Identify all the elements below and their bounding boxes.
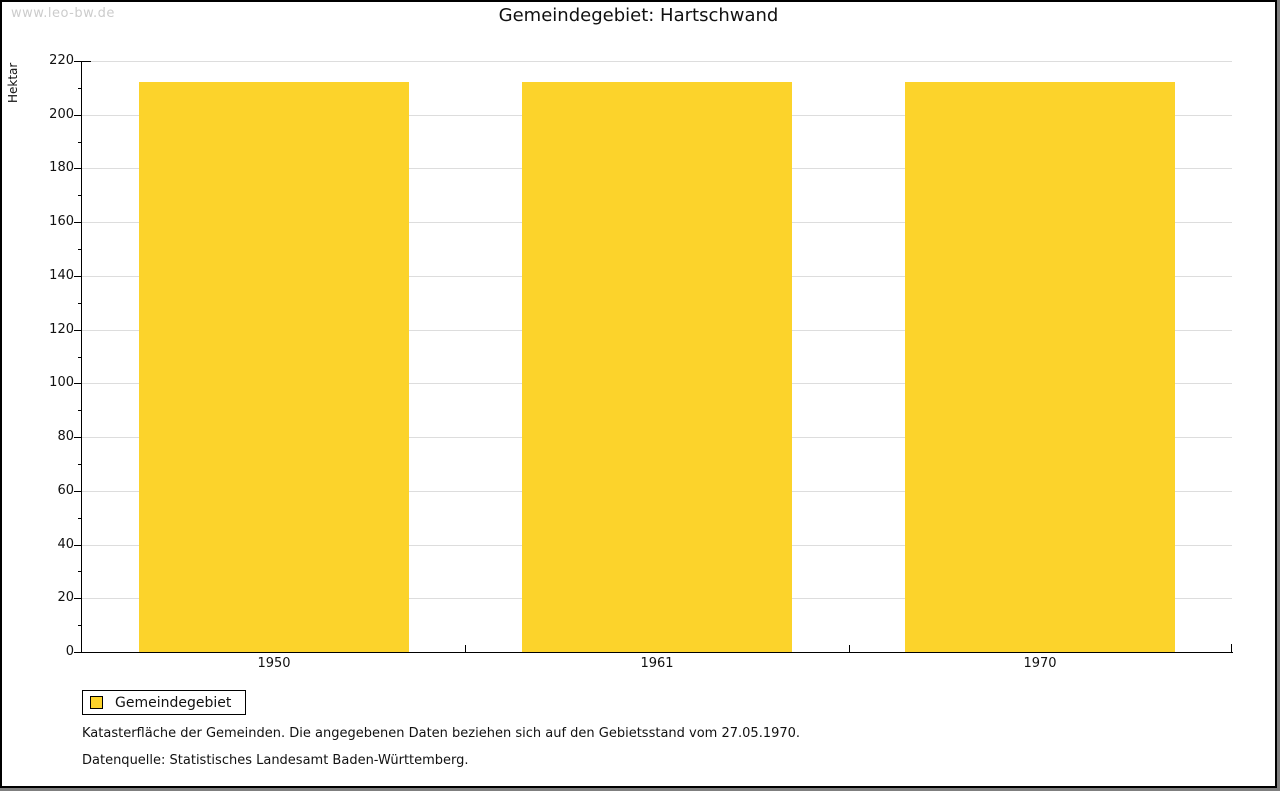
chart-title: Gemeindegebiet: Hartschwand (498, 5, 779, 26)
y-tick-60 (74, 491, 82, 492)
x-axis-endcap (1231, 644, 1232, 652)
x-axis-tick-labels: 1950 1961 1970 (82, 656, 1232, 676)
y-tick-label-220: 220 (49, 53, 74, 68)
y-tick-10 (78, 625, 82, 626)
y-tick-120 (74, 330, 82, 331)
y-tick-110 (78, 357, 82, 358)
y-tick-20 (74, 598, 82, 599)
y-tick-90 (78, 410, 82, 411)
y-tick-label-160: 160 (49, 214, 74, 229)
x-axis-separator-tick (465, 645, 466, 652)
y-tick-label-80: 80 (57, 429, 74, 444)
y-tick-label-0: 0 (65, 644, 74, 659)
y-tick-150 (78, 249, 82, 250)
y-tick-200 (74, 115, 82, 116)
y-tick-70 (78, 464, 82, 465)
x-axis-separator-tick (849, 645, 850, 652)
y-tick-40 (74, 545, 82, 546)
y-tick-100 (74, 383, 82, 384)
y-tick-label-200: 200 (49, 107, 74, 122)
y-tick-label-180: 180 (49, 160, 74, 175)
y-tick-label-100: 100 (49, 375, 74, 390)
footnote-gebietsstand: Katasterfläche der Gemeinden. Die angege… (82, 726, 801, 741)
bar-1950 (139, 82, 409, 652)
y-tick-30 (78, 571, 82, 572)
y-tick-170 (78, 195, 82, 196)
x-axis-line (81, 652, 1233, 653)
y-tick-190 (78, 142, 82, 143)
x-tick-label-1970: 1970 (1023, 656, 1057, 671)
y-tick-140 (74, 276, 82, 277)
y-tick-label-20: 20 (57, 590, 74, 605)
y-tick-210 (78, 88, 82, 89)
y-tick-50 (78, 518, 82, 519)
y-axis-endcap (82, 61, 91, 62)
x-tick-label-1950: 1950 (257, 656, 291, 671)
x-tick-label-1961: 1961 (640, 656, 674, 671)
watermark: www.leo-bw.de (11, 6, 115, 21)
gridline-220 (82, 61, 1232, 62)
y-tick-label-60: 60 (57, 483, 74, 498)
y-tick-80 (74, 437, 82, 438)
bar-1970 (905, 82, 1175, 652)
y-tick-label-140: 140 (49, 268, 74, 283)
legend-label: Gemeindegebiet (115, 694, 232, 711)
y-tick-220 (74, 61, 82, 62)
legend: Gemeindegebiet (82, 690, 247, 715)
y-tick-160 (74, 222, 82, 223)
y-tick-130 (78, 303, 82, 304)
plot-area (74, 61, 1232, 653)
footnote-datenquelle: Datenquelle: Statistisches Landesamt Bad… (82, 753, 469, 768)
y-tick-180 (74, 168, 82, 169)
y-tick-0 (74, 652, 82, 653)
y-axis-tick-labels: 0 20 40 60 80 100 120 140 160 180 200 220 (2, 53, 74, 659)
y-tick-label-40: 40 (57, 537, 74, 552)
y-tick-label-120: 120 (49, 322, 74, 337)
bar-1961 (522, 82, 792, 652)
legend-color-swatch (90, 696, 103, 709)
